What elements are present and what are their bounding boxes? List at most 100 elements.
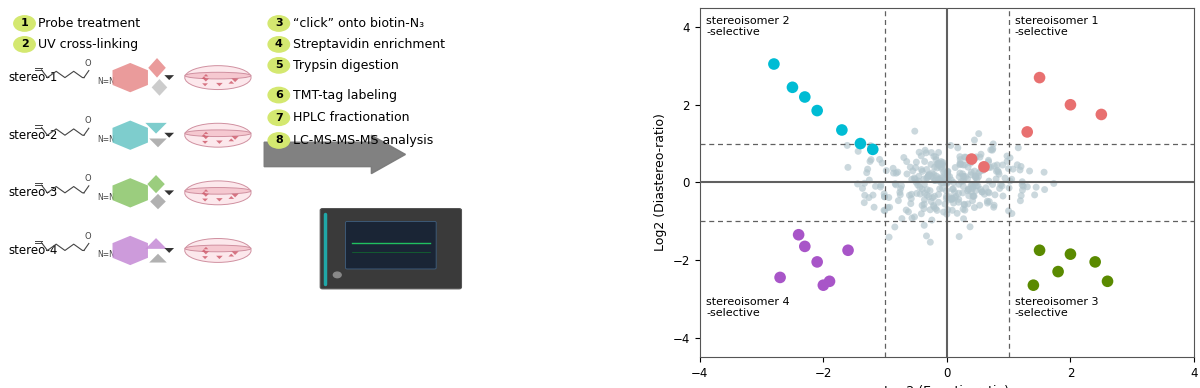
Point bbox=[1010, 167, 1030, 173]
Point bbox=[923, 170, 942, 176]
Point bbox=[965, 193, 984, 199]
Point bbox=[984, 202, 1003, 208]
Polygon shape bbox=[232, 194, 239, 197]
Point bbox=[1013, 187, 1032, 193]
Point bbox=[997, 153, 1016, 159]
Point bbox=[965, 174, 984, 180]
Polygon shape bbox=[148, 175, 164, 193]
Point bbox=[986, 168, 1006, 175]
Point bbox=[970, 202, 989, 208]
Point bbox=[904, 168, 923, 174]
Polygon shape bbox=[113, 121, 148, 150]
Point bbox=[919, 173, 938, 179]
Point bbox=[920, 239, 940, 245]
Point bbox=[922, 161, 941, 168]
Point bbox=[959, 156, 978, 163]
Point bbox=[929, 162, 948, 168]
Text: N=N: N=N bbox=[97, 77, 115, 86]
Point bbox=[968, 173, 988, 180]
Point bbox=[944, 200, 964, 206]
Point bbox=[971, 186, 990, 192]
Point bbox=[971, 154, 990, 160]
Polygon shape bbox=[202, 256, 208, 259]
Point bbox=[985, 163, 1004, 169]
Point bbox=[853, 185, 872, 192]
Point bbox=[887, 182, 906, 188]
Point bbox=[901, 201, 920, 207]
Point bbox=[956, 154, 976, 160]
Point bbox=[977, 185, 996, 191]
Point bbox=[914, 197, 934, 203]
Point bbox=[854, 199, 874, 206]
Point bbox=[972, 189, 991, 195]
Point bbox=[970, 130, 989, 137]
Point bbox=[958, 176, 977, 182]
Point bbox=[910, 173, 929, 179]
Point bbox=[1024, 282, 1043, 288]
Point bbox=[935, 201, 954, 207]
Point bbox=[930, 186, 949, 192]
Point bbox=[954, 173, 973, 180]
Point bbox=[889, 197, 908, 204]
Point bbox=[1013, 178, 1032, 185]
Point bbox=[910, 149, 929, 155]
Point bbox=[991, 182, 1010, 188]
Point bbox=[923, 217, 942, 223]
Point bbox=[1036, 187, 1055, 193]
Polygon shape bbox=[202, 76, 206, 79]
Text: 8: 8 bbox=[275, 135, 283, 146]
Point bbox=[925, 193, 944, 199]
Point bbox=[944, 180, 964, 186]
Point bbox=[965, 137, 984, 143]
Point bbox=[942, 177, 961, 183]
Ellipse shape bbox=[185, 245, 251, 252]
Point bbox=[979, 190, 998, 196]
Text: “click” onto biotin-N₃: “click” onto biotin-N₃ bbox=[294, 17, 425, 30]
Point bbox=[934, 209, 953, 215]
Point bbox=[808, 107, 827, 114]
Point bbox=[914, 190, 934, 196]
Point bbox=[992, 183, 1012, 189]
Point bbox=[983, 147, 1002, 153]
Polygon shape bbox=[216, 140, 223, 144]
Polygon shape bbox=[204, 132, 209, 134]
Circle shape bbox=[268, 110, 289, 125]
Point bbox=[892, 183, 911, 189]
X-axis label: Log2 (Enantio-ratio): Log2 (Enantio-ratio) bbox=[884, 385, 1009, 388]
Point bbox=[978, 198, 997, 204]
Text: stereoisomer 4
-selective: stereoisomer 4 -selective bbox=[706, 296, 790, 318]
Point bbox=[996, 175, 1015, 181]
Text: stereoisomer 3
-selective: stereoisomer 3 -selective bbox=[1015, 296, 1098, 318]
Point bbox=[949, 173, 968, 180]
Point bbox=[929, 177, 948, 183]
Point bbox=[1044, 180, 1063, 187]
Point bbox=[938, 173, 958, 179]
Point bbox=[926, 157, 946, 163]
Point bbox=[929, 199, 948, 205]
Text: 2: 2 bbox=[20, 40, 29, 49]
Point bbox=[1014, 183, 1033, 189]
Point bbox=[979, 159, 998, 165]
Circle shape bbox=[268, 87, 289, 103]
Polygon shape bbox=[202, 134, 206, 137]
Point bbox=[923, 194, 942, 201]
Point bbox=[961, 171, 980, 178]
Point bbox=[965, 204, 984, 211]
Point bbox=[875, 191, 894, 197]
Point bbox=[967, 183, 986, 189]
Point bbox=[764, 61, 784, 67]
Polygon shape bbox=[164, 191, 174, 195]
Text: N=N: N=N bbox=[97, 135, 115, 144]
Point bbox=[820, 278, 839, 284]
Point bbox=[894, 154, 913, 161]
Point bbox=[922, 149, 941, 156]
Point bbox=[949, 190, 968, 196]
Polygon shape bbox=[202, 249, 206, 252]
Point bbox=[1012, 163, 1031, 170]
Point bbox=[862, 156, 881, 163]
Point bbox=[986, 176, 1006, 182]
Point bbox=[878, 204, 898, 211]
Point bbox=[912, 211, 931, 217]
Point bbox=[979, 164, 998, 170]
Point bbox=[926, 154, 946, 160]
